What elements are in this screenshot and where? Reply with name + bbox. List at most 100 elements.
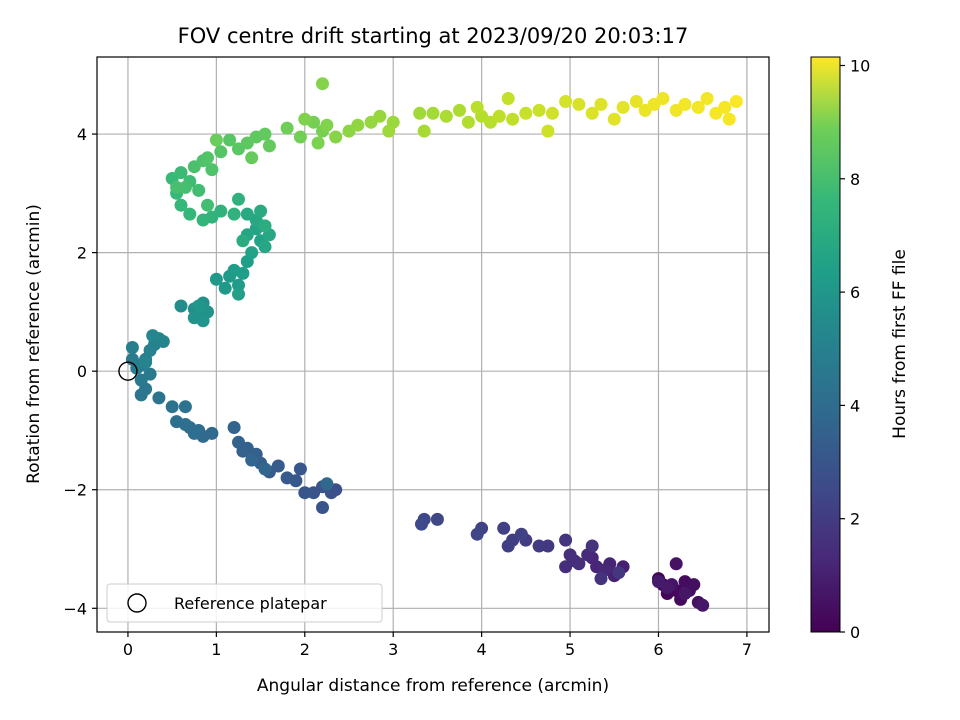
data-point: [170, 180, 184, 194]
data-point: [139, 355, 153, 369]
data-point: [506, 112, 520, 126]
data-point: [174, 299, 188, 313]
x-tick-label: 4: [477, 640, 487, 659]
data-point: [461, 115, 475, 129]
data-point: [718, 100, 732, 114]
data-point: [170, 415, 184, 429]
data-point: [125, 341, 139, 354]
data-point: [258, 240, 272, 254]
reference-platepar-marker: [118, 361, 138, 381]
data-point: [209, 272, 223, 286]
colorbar-gradient: [810, 56, 841, 633]
data-point: [152, 391, 166, 405]
data-point: [722, 112, 736, 126]
data-point: [236, 266, 250, 280]
x-tick-label: 0: [123, 640, 133, 659]
data-point: [293, 462, 307, 476]
y-axis-label: Rotation from reference (arcmin): [24, 204, 44, 484]
data-point: [232, 278, 245, 292]
data-point: [196, 314, 210, 328]
data-point: [192, 183, 206, 197]
data-point: [629, 95, 643, 108]
y-tick-label: 4: [77, 125, 87, 144]
data-point: [183, 207, 197, 221]
data-point: [519, 106, 533, 120]
data-point: [541, 124, 555, 138]
data-point: [201, 151, 214, 165]
data-point: [559, 95, 573, 108]
data-point: [232, 287, 245, 301]
data-point: [501, 92, 515, 105]
y-tick-label: 2: [77, 244, 87, 263]
data-point: [165, 400, 179, 414]
data-point: [178, 400, 192, 414]
colorbar-tick-label: 4: [850, 396, 860, 415]
data-point: [470, 527, 484, 541]
data-point: [320, 477, 334, 491]
grid: [97, 57, 769, 632]
data-point: [298, 112, 312, 126]
data-point: [201, 198, 214, 212]
data-point: [258, 127, 272, 141]
data-point: [430, 512, 444, 526]
data-point: [245, 246, 259, 260]
data-point: [413, 106, 427, 120]
legend-box: [106, 583, 383, 623]
data-point: [439, 109, 453, 123]
colorbar-tick-label: 6: [850, 283, 860, 302]
y-tick-label: −2: [63, 481, 87, 500]
x-tick-label: 5: [565, 640, 575, 659]
data-point: [258, 462, 272, 476]
data-point: [572, 97, 586, 111]
data-point: [585, 106, 599, 120]
data-points: [125, 77, 743, 612]
y-tick-label: −4: [63, 599, 87, 618]
data-point: [585, 539, 599, 553]
data-point: [415, 517, 428, 531]
data-point: [329, 130, 343, 144]
data-point: [382, 124, 396, 138]
data-point: [426, 106, 440, 120]
data-point: [205, 163, 219, 177]
data-point: [320, 118, 334, 132]
data-point: [258, 219, 272, 233]
colorbar-tick-label: 8: [850, 170, 860, 189]
data-point: [514, 527, 528, 541]
data-point: [280, 121, 294, 135]
colorbar-ticks: 0 2 4 6 8 10: [840, 56, 870, 642]
data-point: [316, 501, 329, 514]
data-point: [497, 521, 511, 535]
data-point: [559, 533, 573, 547]
data-point: [696, 598, 710, 612]
legend-label: Reference platepar: [174, 594, 327, 613]
data-point: [192, 299, 206, 313]
data-point: [417, 124, 431, 138]
data-point: [470, 100, 484, 114]
data-point: [501, 539, 515, 553]
data-point: [298, 486, 312, 500]
x-tick-label: 1: [211, 640, 221, 659]
data-point: [729, 95, 743, 108]
colorbar: 0 2 4 6 8 10 Hours from first FF file: [810, 56, 910, 642]
data-point: [187, 426, 201, 440]
plot-frame: [96, 56, 770, 633]
legend: Reference platepar: [106, 583, 383, 623]
data-point: [174, 166, 188, 180]
data-point: [687, 578, 701, 592]
data-point: [218, 281, 232, 295]
data-point: [232, 192, 245, 206]
data-point: [227, 207, 241, 221]
data-point: [143, 367, 157, 381]
data-point: [236, 234, 250, 248]
data-point: [227, 421, 241, 434]
colorbar-label: Hours from first FF file: [890, 249, 910, 439]
data-point: [245, 453, 259, 467]
data-point: [612, 566, 626, 580]
data-point: [214, 145, 228, 159]
data-point: [656, 92, 670, 105]
y-tick-label: 0: [77, 362, 87, 381]
data-point: [532, 103, 546, 117]
data-point: [293, 130, 307, 144]
x-tick-label: 3: [388, 640, 398, 659]
